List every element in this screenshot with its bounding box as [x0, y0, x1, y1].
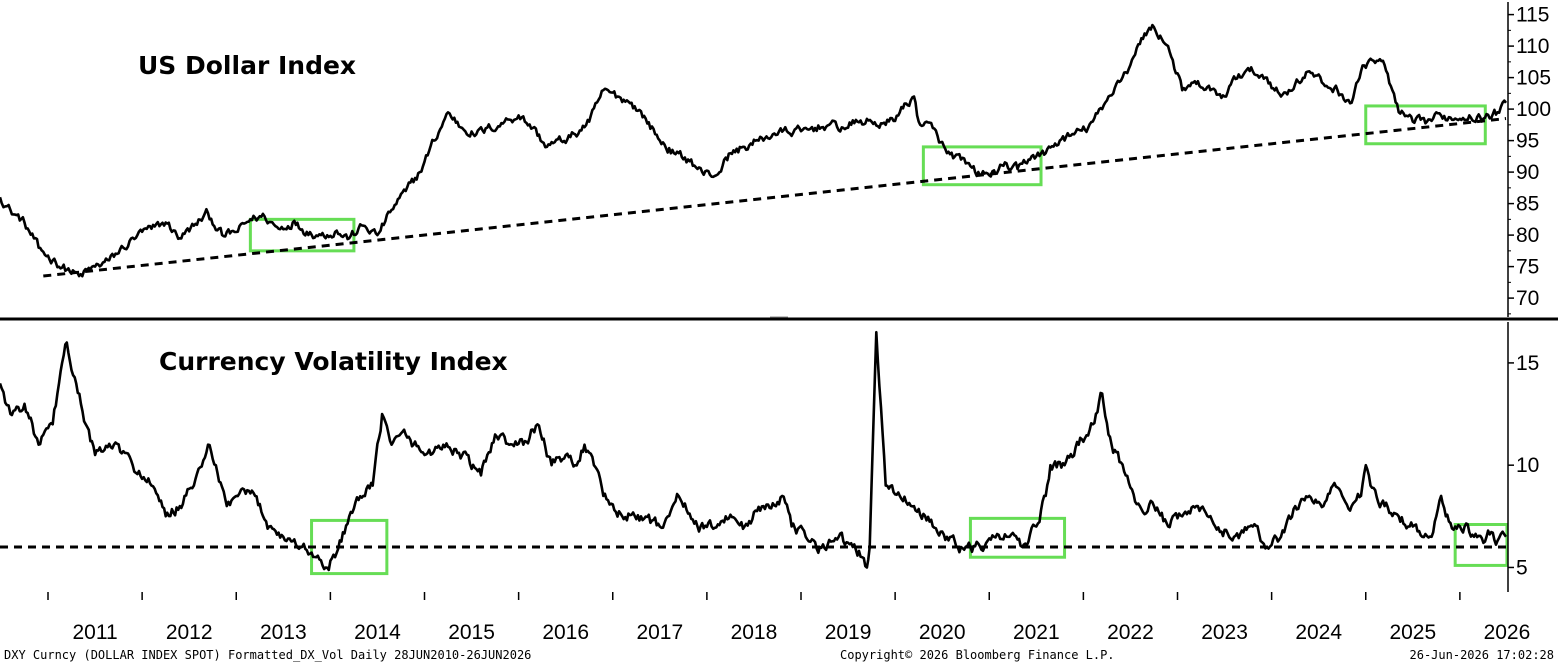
y-tick-label: 90	[1516, 161, 1539, 184]
x-tick-label: 2018	[731, 621, 778, 644]
y-tick-label: 105	[1516, 67, 1551, 90]
y-tick-label: 110	[1516, 35, 1549, 58]
x-tick-label: 2015	[448, 621, 495, 644]
x-tick-label: 2011	[72, 621, 117, 644]
footer-copyright: Copyright© 2026 Bloomberg Finance L.P.	[840, 648, 1115, 662]
volatility-series-line	[0, 330, 1508, 572]
x-tick-label: 2023	[1201, 621, 1248, 644]
x-tick-label: 2021	[1013, 621, 1060, 644]
x-tick-label: 2025	[1389, 621, 1436, 644]
x-tick-label: 2013	[260, 621, 307, 644]
x-tick-label: 2016	[542, 621, 589, 644]
y-tick-label: 85	[1516, 193, 1539, 216]
y-tick-label: 5	[1516, 556, 1528, 579]
dollar-index-series-line	[0, 23, 1508, 278]
y-tick-label: 10	[1516, 454, 1539, 477]
x-tick-label: 2022	[1107, 621, 1154, 644]
footer-source: DXY Curncy (DOLLAR INDEX SPOT) Formatted…	[4, 648, 531, 662]
trend-line-1	[43, 117, 1507, 278]
x-tick-label: 2017	[636, 621, 683, 644]
y-tick-label: 75	[1516, 256, 1539, 279]
trend-lines	[0, 117, 1507, 549]
x-axis: 2011 2012 2013 2014 2015 2016 2017 2018 2019 2020…	[47, 592, 1531, 644]
panel-title-currency-volatility: Currency Volatility Index	[159, 347, 508, 376]
y-tick-label: 15	[1516, 352, 1539, 375]
panel-title-dollar-index: US Dollar Index	[138, 51, 356, 80]
series-lines	[0, 23, 1508, 572]
footer-timestamp: 26-Jun-2026 17:02:28	[1410, 648, 1555, 662]
y-axes: 70 75 80 85 90 95 100 105 110 115 5 10 15	[1507, 2, 1551, 592]
x-tick-label: 2019	[825, 621, 872, 644]
highlight-box-3	[1364, 104, 1487, 146]
y-tick-label: 70	[1516, 287, 1539, 310]
x-tick-label: 2020	[919, 621, 966, 644]
x-tick-label: 2026	[1484, 621, 1531, 644]
y-tick-label: 80	[1516, 224, 1539, 247]
x-tick-label: 2024	[1295, 621, 1342, 644]
x-tick-label: 2014	[354, 621, 401, 644]
highlight-box-2	[921, 145, 1043, 187]
y-tick-label: 115	[1516, 4, 1549, 27]
x-tick-label: 2012	[166, 621, 213, 644]
y-tick-label: 100	[1516, 98, 1551, 121]
y-tick-label: 95	[1516, 130, 1539, 153]
highlight-box-6	[1453, 523, 1509, 567]
highlight-box-5	[968, 516, 1067, 559]
